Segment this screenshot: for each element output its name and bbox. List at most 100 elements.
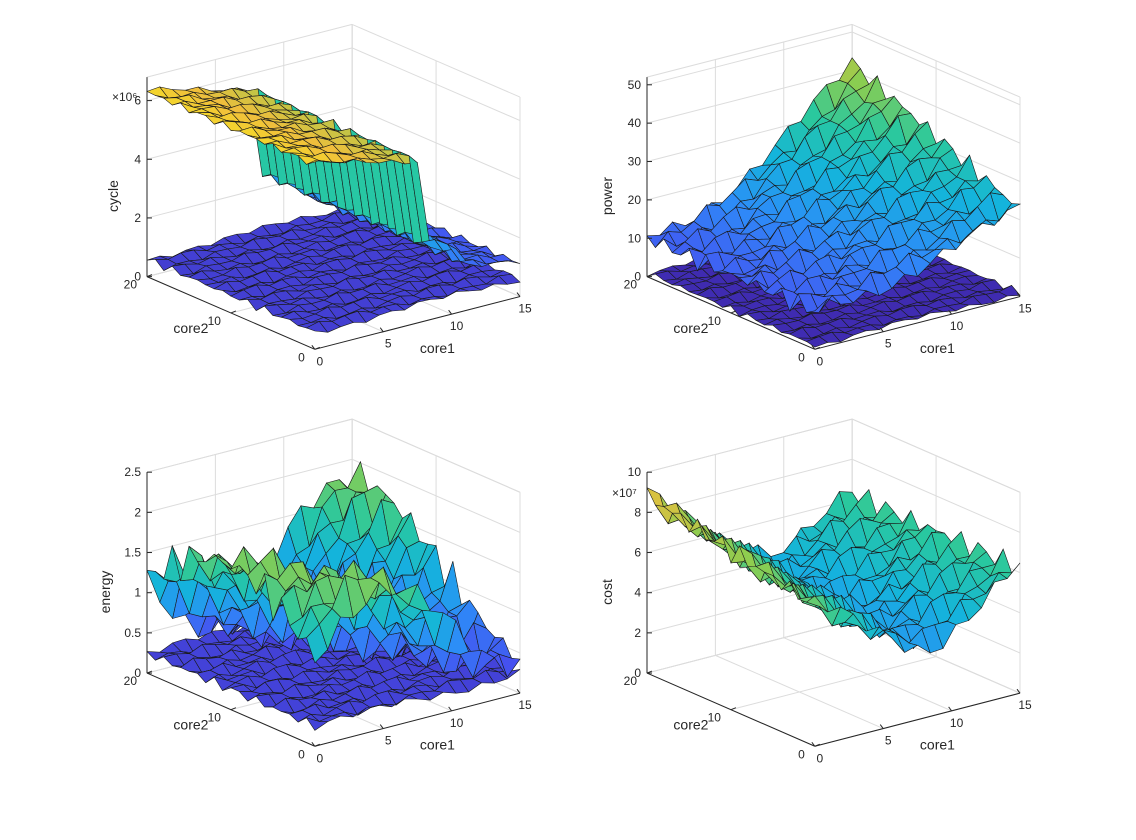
subplot-1: 0 2 4 6 0 5 10 15 0 10 20 core1 core2 cycle ×10⁶ <box>105 23 532 368</box>
core1-tick-label: 10 <box>950 716 964 730</box>
core1-tick-label: 5 <box>385 734 392 748</box>
core2-tick-label: 0 <box>798 350 805 364</box>
core2-tick-label: 10 <box>208 314 222 328</box>
surface-face <box>998 203 1022 222</box>
axes: 0 2 4 6 0 5 10 15 0 10 20 <box>124 77 532 368</box>
core1-axis-line <box>814 692 1021 747</box>
core2-tick-label: 10 <box>208 711 222 725</box>
z-tick-label: 0 <box>134 666 141 680</box>
core1-axis-line <box>314 296 521 350</box>
subplot-2: 0 10 20 30 40 50 0 5 10 15 0 10 20 core1 core2 power <box>599 23 1032 368</box>
z-tick-label: 50 <box>628 78 642 92</box>
core2-tick <box>146 670 153 674</box>
grid-line <box>730 455 937 711</box>
z-axis-label: power <box>599 177 615 215</box>
core1-axis-line <box>314 692 521 747</box>
core1-tick-label: 5 <box>385 337 392 351</box>
surface-series-1 <box>646 487 1021 654</box>
core2-tick <box>314 743 321 747</box>
z-tick-label: 2 <box>134 505 141 519</box>
core1-tick-label: 5 <box>885 734 892 748</box>
subplot-3: 0 0.5 1 1.5 2 2.5 0 5 10 15 0 10 20 core1 core2 energy <box>97 418 532 765</box>
z-tick-label: 1.5 <box>124 546 141 560</box>
exponent-label: ×10⁷ <box>612 486 637 500</box>
core1-tick <box>948 706 953 712</box>
z-tick-label: 0 <box>634 270 641 284</box>
core1-tick <box>879 327 884 333</box>
z-tick-label: 0 <box>134 270 141 284</box>
core1-tick <box>379 724 384 729</box>
core1-tick <box>311 344 316 350</box>
core1-tick <box>379 327 384 333</box>
z-tick-label: 1 <box>134 586 141 600</box>
core2-tick-label: 0 <box>798 747 805 761</box>
core2-tick-label: 20 <box>124 674 138 688</box>
core1-tick-label: 15 <box>1018 698 1032 712</box>
grid-line <box>146 23 353 78</box>
core2-tick <box>230 707 237 711</box>
core1-axis-label: core1 <box>920 340 955 356</box>
core1-tick-label: 5 <box>885 337 892 351</box>
z-tick-label: 6 <box>134 94 141 108</box>
grid-line <box>646 619 1021 694</box>
surface-series-2 <box>146 86 521 267</box>
core2-tick <box>646 670 653 674</box>
core2-axis-label: core2 <box>173 717 208 733</box>
core2-tick <box>314 346 321 350</box>
core1-tick <box>311 741 316 747</box>
core2-tick-label: 0 <box>298 747 305 761</box>
core1-axis-line <box>814 296 1021 350</box>
z-tick-label: 2 <box>134 211 141 225</box>
subplot-4: 0 2 4 6 8 10 0 5 10 15 0 10 20 core1 core2 cost ×10⁷ <box>599 418 1032 765</box>
core2-tick <box>814 346 821 350</box>
z-tick-label: 0.5 <box>124 626 141 640</box>
core2-tick-label: 10 <box>708 711 722 725</box>
core2-tick-label: 20 <box>624 278 638 292</box>
core1-tick-label: 0 <box>317 354 324 368</box>
grid-line <box>646 418 1021 493</box>
surface-face <box>997 562 1021 580</box>
surface-series-2 <box>646 57 1022 313</box>
core1-tick-label: 0 <box>317 751 324 765</box>
z-tick-label: 4 <box>134 152 141 166</box>
z-tick-label: 2 <box>634 626 641 640</box>
z-tick-label: 30 <box>628 155 642 169</box>
core1-tick <box>1016 688 1021 694</box>
surface-face <box>498 653 521 678</box>
core2-tick <box>146 274 153 278</box>
core2-tick <box>814 743 821 747</box>
z-tick-label: 10 <box>628 465 642 479</box>
core1-tick-label: 10 <box>450 319 464 333</box>
core1-axis-label: core1 <box>420 340 455 356</box>
core2-axis-label: core2 <box>673 320 708 336</box>
core1-tick <box>879 724 884 729</box>
z-tick-label: 40 <box>628 116 642 130</box>
surface-face <box>998 285 1021 297</box>
z-tick-label: 6 <box>634 546 641 560</box>
core1-axis-label: core1 <box>420 737 455 753</box>
exponent-label: ×10⁶ <box>112 90 137 104</box>
z-axis-label: energy <box>97 571 113 614</box>
z-tick-label: 20 <box>628 193 642 207</box>
core1-tick-label: 10 <box>450 716 464 730</box>
z-tick-label: 2.5 <box>124 465 141 479</box>
z-tick-label: 8 <box>634 505 641 519</box>
z-axis-label: cycle <box>105 180 121 212</box>
core1-tick-label: 0 <box>817 751 824 765</box>
surface-face <box>498 260 521 264</box>
grid-line <box>646 23 853 78</box>
core2-tick-label: 20 <box>124 278 138 292</box>
core2-axis-label: core2 <box>173 320 208 336</box>
core2-tick <box>730 310 737 314</box>
core2-tick-label: 0 <box>298 350 305 364</box>
core1-tick <box>811 344 816 350</box>
core1-tick-label: 15 <box>1018 302 1032 316</box>
core2-tick <box>230 310 237 314</box>
core1-tick-label: 15 <box>518 302 532 316</box>
core1-tick-label: 10 <box>950 319 964 333</box>
core2-tick <box>646 274 653 278</box>
axes: 0 2 4 6 8 10 0 5 10 15 0 10 20 <box>624 465 1032 765</box>
z-tick-label: 0 <box>634 666 641 680</box>
